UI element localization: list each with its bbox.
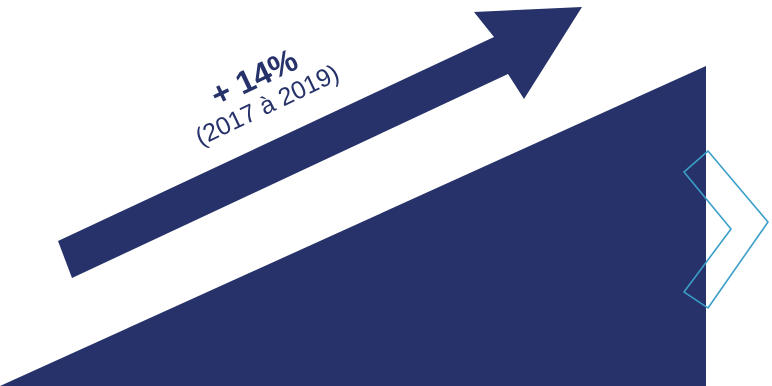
chevron-right-outline-icon[interactable] [683,150,769,309]
upward-arrow-icon [58,7,582,278]
navy-wedge-shape [0,66,706,386]
